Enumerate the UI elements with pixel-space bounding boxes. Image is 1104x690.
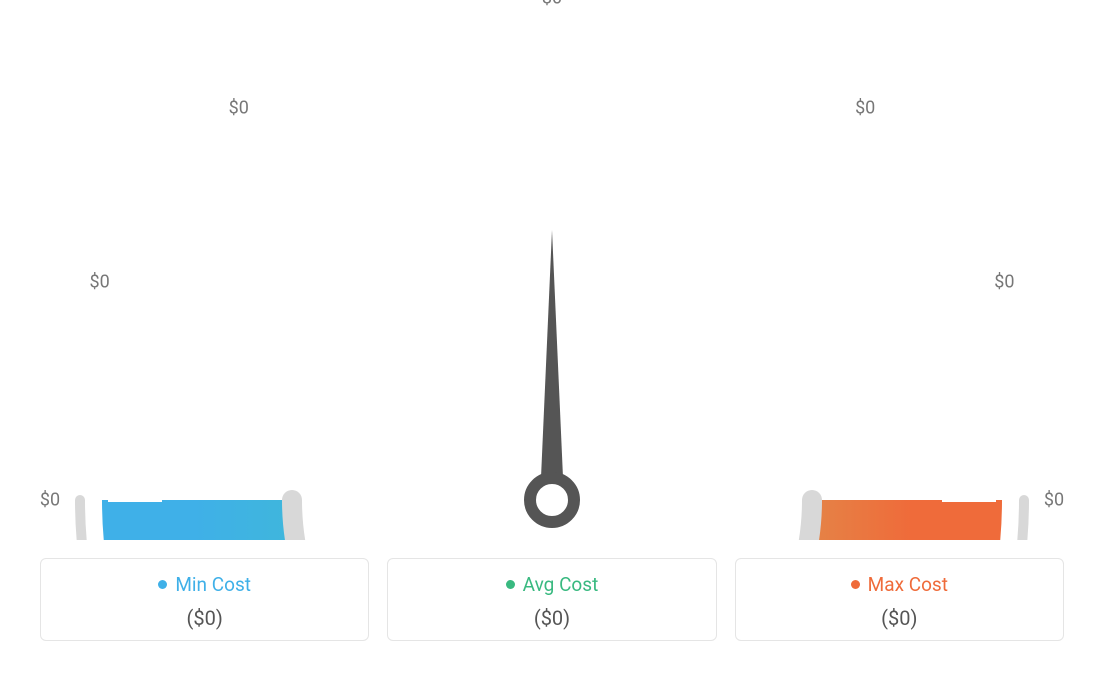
gauge-tick-minor <box>142 330 173 343</box>
legend-card-avg: Avg Cost ($0) <box>387 558 716 641</box>
legend-value-max: ($0) <box>736 606 1063 630</box>
gauge-scale-label: $0 <box>229 97 249 118</box>
gauge-scale-label: $0 <box>994 272 1014 293</box>
gauge-tick-minor <box>709 90 722 121</box>
gauge-scale-label: $0 <box>1044 490 1064 511</box>
legend-label-min: Min Cost <box>175 573 251 596</box>
gauge-tick-minor <box>437 71 446 104</box>
gauge-scale-label: $0 <box>542 0 562 9</box>
gauge-tick-minor <box>931 330 962 343</box>
gauge-needle-hub <box>530 478 574 522</box>
gauge-tick-minor <box>382 90 395 121</box>
legend-card-max: Max Cost ($0) <box>735 558 1064 641</box>
gauge-tick-major <box>330 115 357 162</box>
legend-row: Min Cost ($0) Avg Cost ($0) Max Cost ($0… <box>0 540 1104 641</box>
legend-title-min: Min Cost <box>158 573 251 596</box>
gauge-tick-minor <box>948 385 981 394</box>
gauge-tick-major <box>890 278 937 305</box>
gauge-tick-major <box>167 278 214 305</box>
gauge-tick-minor <box>112 442 146 446</box>
legend-label-avg: Avg Cost <box>523 573 599 596</box>
gauge-tick-minor <box>958 442 992 446</box>
legend-dot-min <box>158 580 167 589</box>
gauge-needle <box>540 230 564 500</box>
legend-dot-max <box>851 580 860 589</box>
legend-label-max: Max Cost <box>868 573 948 596</box>
gauge-tick-minor <box>606 60 610 94</box>
gauge-tick-minor <box>842 186 866 210</box>
legend-value-avg: ($0) <box>388 606 715 630</box>
gauge-tick-minor <box>238 186 262 210</box>
gauge-tick-major <box>747 115 774 162</box>
gauge-tick-minor <box>802 148 823 175</box>
legend-card-min: Min Cost ($0) <box>40 558 369 641</box>
legend-dot-avg <box>506 580 515 589</box>
gauge-tick-minor <box>658 71 667 104</box>
gauge-tick-minor <box>494 60 498 94</box>
gauge-tick-minor <box>877 230 904 251</box>
gauge-tick-minor <box>282 148 303 175</box>
gauge-svg <box>0 0 1104 540</box>
gauge-scale-label: $0 <box>855 97 875 118</box>
gauge-chart: $0 $0 $0 $0 $0 $0 $0 <box>0 0 1104 540</box>
gauge-scale-label: $0 <box>40 490 60 511</box>
legend-value-min: ($0) <box>41 606 368 630</box>
legend-title-avg: Avg Cost <box>506 573 599 596</box>
legend-title-max: Max Cost <box>851 573 948 596</box>
gauge-scale-label: $0 <box>90 272 110 293</box>
gauge-tick-minor <box>200 230 227 251</box>
gauge-tick-minor <box>123 385 156 394</box>
